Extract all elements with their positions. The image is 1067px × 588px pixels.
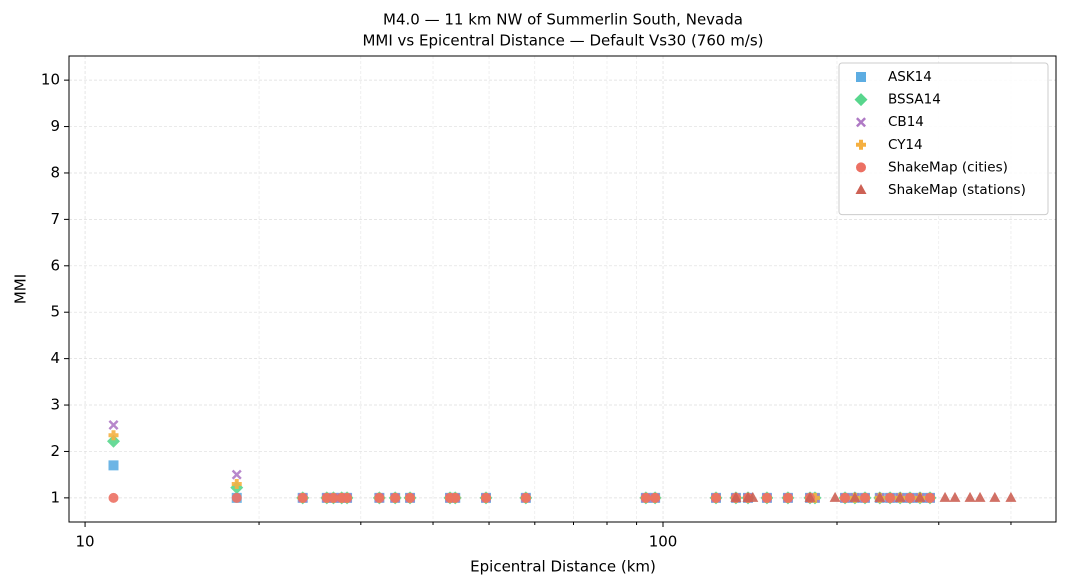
point [374, 492, 385, 503]
point [849, 491, 861, 502]
point [974, 491, 986, 502]
point [107, 434, 121, 448]
point [894, 491, 906, 502]
point [108, 430, 119, 441]
series [108, 492, 935, 503]
point [640, 492, 651, 503]
point [989, 491, 1001, 502]
x-axis-label: Epicentral Distance (km) [470, 558, 656, 576]
point [108, 419, 119, 430]
legend-box [838, 62, 1049, 216]
y-tick-label: 5 [50, 303, 60, 321]
legend-label: ASK14 [888, 69, 932, 85]
legend-marker [856, 139, 866, 150]
point [710, 492, 721, 503]
y-tick-label: 9 [50, 117, 60, 135]
point [829, 491, 841, 502]
series [730, 491, 1017, 502]
point [782, 492, 793, 503]
point [1005, 491, 1017, 502]
point [761, 492, 772, 503]
point [231, 478, 242, 489]
point [405, 492, 416, 503]
point [650, 492, 661, 503]
x-tick-label: 10 [76, 533, 95, 551]
legend-label: ShakeMap (cities) [888, 159, 1008, 175]
y-tick-label: 4 [50, 349, 60, 367]
point [840, 492, 851, 503]
point [342, 492, 353, 503]
point [481, 492, 492, 503]
y-axis-label: MMI [12, 274, 30, 304]
point [520, 492, 531, 503]
legend-marker [856, 72, 866, 82]
legend-marker [854, 93, 868, 107]
point [730, 491, 742, 502]
y-tick-label: 10 [41, 71, 60, 89]
y-tick-label: 1 [50, 488, 60, 506]
legend: ASK14 BSSA14 CB14 CY14 ShakeMap (cities) Shak… [838, 62, 1049, 216]
y-tick-label: 2 [50, 442, 60, 460]
y-tick-label: 6 [50, 256, 60, 274]
series [108, 419, 935, 503]
y-tick-label: 3 [50, 396, 60, 414]
point [297, 492, 308, 503]
point [914, 491, 926, 502]
point [904, 492, 915, 503]
legend-marker [856, 162, 866, 173]
chart-title: M4.0 — 11 km NW of Summerlin South, Neva… [383, 11, 743, 29]
point [924, 492, 935, 503]
point [874, 491, 886, 502]
y-tick-label: 7 [50, 210, 60, 228]
legend-marker [855, 184, 867, 194]
legend-marker [856, 117, 866, 128]
point [939, 491, 951, 502]
legend-label: CY14 [888, 137, 923, 153]
x-tick-label: 100 [649, 533, 678, 551]
point [108, 460, 119, 471]
point [231, 469, 242, 480]
legend-label: BSSA14 [888, 92, 941, 108]
legend-label: CB14 [888, 114, 924, 130]
chart-subtitle: MMI vs Epicentral Distance — Default Vs3… [362, 32, 763, 50]
y-tick-label: 8 [50, 163, 60, 181]
point [231, 492, 242, 503]
point [108, 492, 119, 503]
point [859, 492, 870, 503]
point [390, 492, 401, 503]
point [885, 492, 896, 503]
point [328, 492, 339, 503]
point [964, 491, 976, 502]
point [949, 491, 961, 502]
point [747, 491, 759, 502]
point [804, 491, 816, 502]
plot-frame [68, 55, 1057, 523]
point [450, 492, 461, 503]
legend-label: ShakeMap (stations) [888, 182, 1026, 198]
series [108, 430, 935, 503]
